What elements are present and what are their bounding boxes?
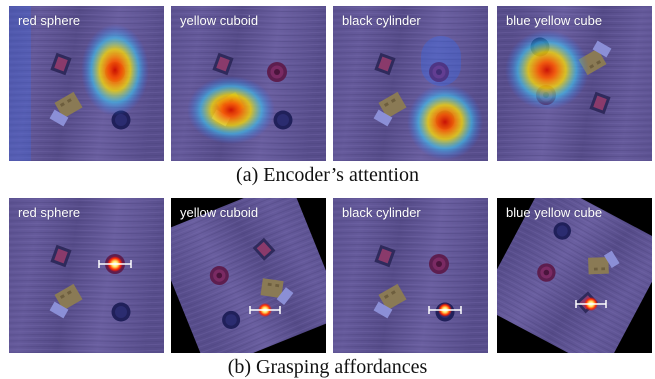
panel-label: black cylinder — [342, 205, 421, 220]
attention-panel-red-sphere: red sphere — [9, 6, 164, 161]
attention-panel-blue-yellow-cube: blue yellow cube — [497, 6, 652, 161]
attention-panel-black-cylinder: black cylinder — [333, 6, 488, 161]
panel-label: black cylinder — [342, 13, 421, 28]
affordance-panel-yellow-cuboid: yellow cuboid — [171, 198, 326, 353]
affordance-panel-red-sphere: red sphere — [9, 198, 164, 353]
attention-heatmap — [187, 76, 275, 144]
attention-panel-yellow-cuboid: yellow cuboid — [171, 6, 326, 161]
caption-grasping-affordances: (b) Grasping affordances — [227, 356, 428, 378]
affordance-panel-black-cylinder: black cylinder — [333, 198, 488, 353]
attention-heatmap — [505, 30, 589, 110]
scene-image — [9, 198, 164, 353]
scene-image — [497, 6, 652, 161]
panel-label: blue yellow cube — [506, 205, 603, 220]
scene-image — [333, 6, 488, 161]
attention-heatmap — [407, 84, 483, 160]
affordance-panel-blue-yellow-cube: blue yellow cube — [497, 198, 652, 353]
panel-label: yellow cuboid — [180, 205, 259, 220]
scene-image — [497, 198, 652, 353]
caption-encoder-attention: (a) Encoder’s attention — [236, 164, 419, 186]
scene-image — [333, 198, 488, 353]
panel-label: yellow cuboid — [180, 13, 259, 28]
panel-label: blue yellow cube — [506, 13, 603, 28]
panel-label: red sphere — [18, 205, 81, 220]
scene-image — [9, 6, 164, 161]
scene-image — [171, 198, 326, 353]
attention-heatmap — [81, 24, 149, 116]
scene-image — [171, 6, 326, 161]
panel-label: red sphere — [18, 13, 81, 28]
